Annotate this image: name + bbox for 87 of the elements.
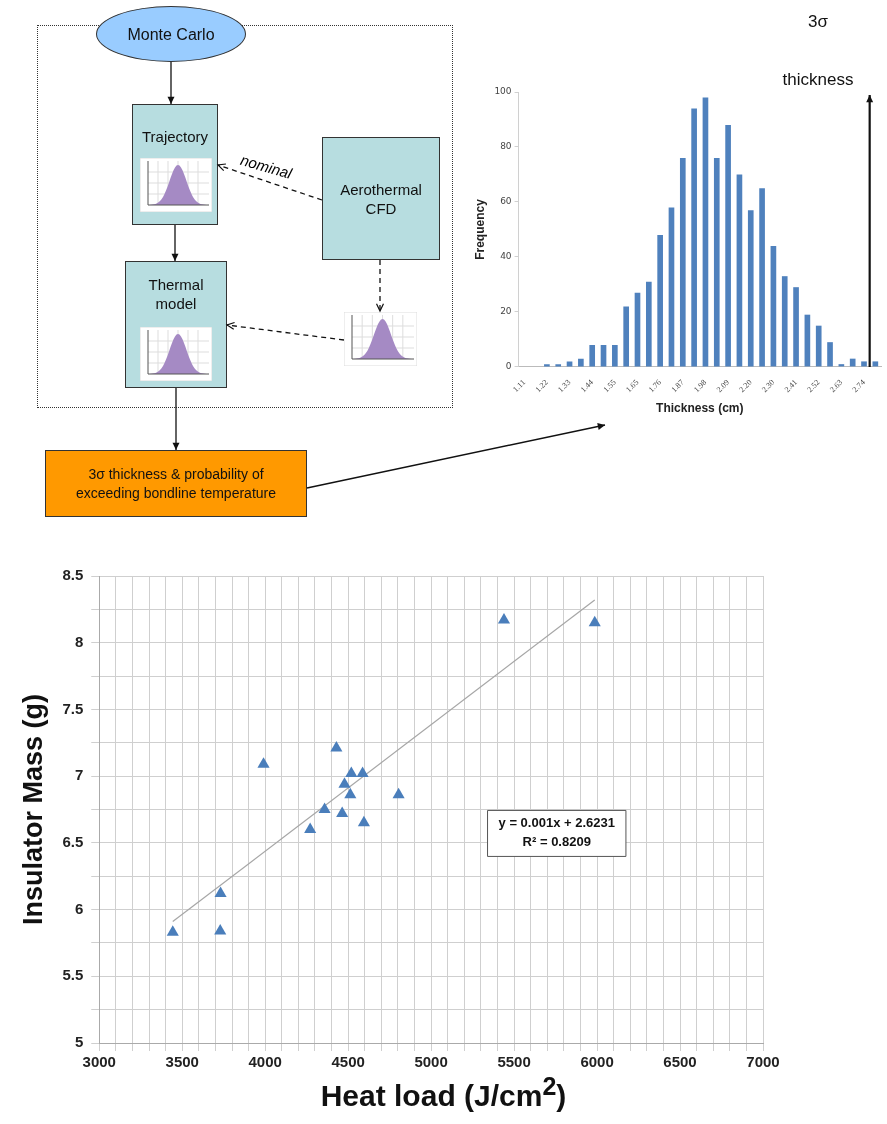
bar [747, 210, 754, 367]
bar [849, 358, 856, 367]
annotation: R² = 0.8209 [522, 834, 591, 850]
point [497, 613, 511, 624]
x-tick-label: 1.65 [624, 377, 641, 395]
y-tick-label: 60 [500, 196, 512, 207]
bar [861, 361, 867, 367]
x-tick-label: 4500 [331, 1053, 365, 1071]
y-tick-label: 6.5 [62, 833, 84, 850]
y-tick-label: 20 [500, 306, 512, 317]
x-tick-label: 1.44 [578, 377, 596, 395]
x-tick-label: 2.63 [827, 377, 845, 395]
y-tick-label: 0 [505, 361, 512, 372]
x-axis-title: Thickness (cm) [656, 401, 744, 416]
bar [725, 124, 731, 367]
text: 3σ thickness [782, 11, 854, 89]
point [356, 766, 369, 777]
bar [578, 358, 584, 367]
x-tick-label: 1.33 [556, 377, 573, 395]
y-tick-label: 5.5 [62, 966, 84, 984]
point [344, 787, 357, 799]
text: nominal [238, 151, 294, 182]
bar [827, 342, 833, 367]
point [392, 787, 405, 799]
x-tick-label: 4000 [248, 1053, 282, 1071]
x-tick-label: 2.30 [760, 377, 777, 395]
y-tick-label: 80 [500, 141, 512, 152]
y-tick-label: 8.5 [62, 566, 84, 584]
point [345, 766, 358, 777]
point [214, 923, 227, 935]
point [214, 886, 227, 898]
x-tick-label: 2.52 [805, 377, 822, 395]
bar [657, 234, 663, 367]
bar [691, 108, 697, 367]
text: Trajectory [141, 128, 209, 145]
y-tick-label: 5 [74, 1033, 84, 1051]
bar [589, 344, 596, 367]
x-axis-title: Heat load (J/cm$^{2}$) [319, 1072, 568, 1113]
point [338, 777, 351, 788]
x-tick-label: 2.20 [737, 377, 754, 395]
x-tick-label: 6000 [580, 1053, 614, 1071]
y-axis-title: Frequency [472, 198, 487, 260]
x-tick-label: 1.76 [646, 377, 664, 395]
point [257, 757, 270, 768]
annotation: y = 0.001x + 2.6231 [498, 815, 615, 831]
bar [623, 306, 629, 367]
bar [612, 344, 618, 367]
text: Monte Carlo [127, 24, 215, 44]
bar [544, 364, 550, 367]
text: Aerothermal CFD [339, 179, 423, 218]
x-tick-label: 2.09 [714, 377, 731, 395]
point [357, 815, 370, 827]
bar [759, 188, 765, 367]
x-tick-label: 3500 [165, 1053, 199, 1071]
point [166, 925, 179, 936]
bar [781, 276, 788, 367]
x-tick-label: 3000 [82, 1053, 116, 1071]
bar [555, 364, 562, 367]
y-axis-title: Insulator Mass (g) [17, 693, 48, 926]
text: 3σ thickness & probability of exceeding bondline temperature [75, 464, 277, 503]
y-tick-label: 7 [74, 766, 84, 784]
x-tick-label: 2.41 [782, 377, 799, 395]
x-tick-label: 5500 [497, 1053, 531, 1071]
bar [815, 325, 822, 367]
y-tick-label: 100 [494, 86, 512, 97]
point [318, 802, 331, 813]
x-tick-label: 1.55 [601, 377, 618, 395]
x-tick-label: 1.11 [511, 377, 528, 394]
point [330, 741, 343, 752]
point [304, 822, 317, 834]
x-tick-label: 1.98 [692, 377, 709, 395]
x-tick-label: 6500 [663, 1053, 697, 1071]
x-tick-label: 7000 [746, 1053, 780, 1071]
point [336, 806, 349, 817]
y-tick-label: 6 [74, 899, 84, 917]
y-tick-label: 8 [74, 632, 84, 650]
bar [713, 157, 720, 367]
x-tick-label: 1.87 [669, 377, 686, 395]
point [588, 615, 601, 627]
x-tick-label: 1.22 [533, 377, 550, 395]
y-tick-label: 7.5 [62, 699, 84, 717]
x-tick-label: 5000 [414, 1053, 448, 1071]
bar [793, 287, 799, 367]
text: Thermal model [148, 276, 204, 312]
bar [679, 157, 686, 367]
y-tick-label: 40 [500, 251, 512, 262]
bar [645, 281, 652, 367]
